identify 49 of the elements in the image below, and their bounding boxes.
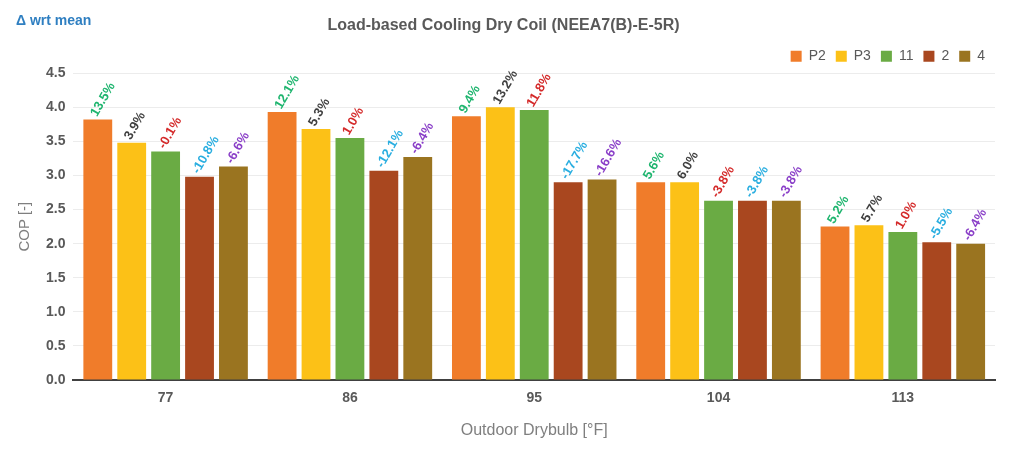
- bar: [771, 200, 801, 380]
- bar: [403, 157, 433, 380]
- bar: [704, 200, 733, 380]
- y-axis-title: COP [-]: [15, 201, 33, 252]
- bar: [369, 170, 399, 380]
- bar: [83, 119, 113, 380]
- x-tick-label: 77: [157, 389, 174, 406]
- x-tick-label: 95: [526, 389, 543, 406]
- bar: [151, 151, 181, 380]
- y-tick-label: 0.0: [45, 370, 66, 387]
- bar: [587, 179, 617, 380]
- legend-label: 4: [977, 47, 986, 64]
- y-tick-label: 4.0: [45, 98, 66, 115]
- bar: [451, 116, 481, 380]
- bar: [301, 129, 331, 380]
- text: Δ wrt mean: [16, 11, 92, 28]
- bar: [267, 112, 297, 380]
- bar: [820, 226, 850, 380]
- y-tick-label: 0.5: [45, 336, 66, 353]
- bar: [738, 200, 767, 380]
- x-tick-label: 86: [342, 389, 358, 406]
- chart-title: Load-based Cooling Dry Coil (NEEA7(B)-E-5R): [327, 16, 680, 34]
- legend-label: P3: [853, 47, 872, 64]
- bar: [519, 110, 549, 380]
- bar: [485, 107, 515, 380]
- y-tick-label: 2.5: [45, 200, 66, 217]
- x-tick-label: 113: [891, 389, 915, 406]
- bar: [854, 225, 884, 380]
- bar: [335, 137, 365, 380]
- bar: [636, 182, 666, 380]
- y-tick-label: 3.0: [45, 166, 66, 183]
- bar: [219, 166, 248, 380]
- bar: [670, 182, 700, 380]
- bar: [956, 243, 986, 380]
- legend-label: 2: [941, 47, 950, 64]
- x-tick-label: 104: [706, 389, 731, 406]
- x-axis-title: Outdoor Drybulb [°F]: [460, 420, 608, 438]
- bar: [185, 176, 214, 380]
- y-tick-label: 4.5: [45, 64, 66, 81]
- bar: [888, 232, 918, 380]
- legend-label: P2: [808, 47, 826, 64]
- y-tick-label: 1.5: [45, 268, 66, 285]
- y-tick-label: 3.5: [45, 132, 66, 149]
- y-tick-label: 2.0: [45, 234, 66, 251]
- bar: [922, 242, 952, 380]
- bar: [117, 142, 147, 380]
- bar: [553, 182, 583, 380]
- legend-label: 11: [898, 47, 914, 64]
- y-tick-label: 1.0: [45, 302, 66, 319]
